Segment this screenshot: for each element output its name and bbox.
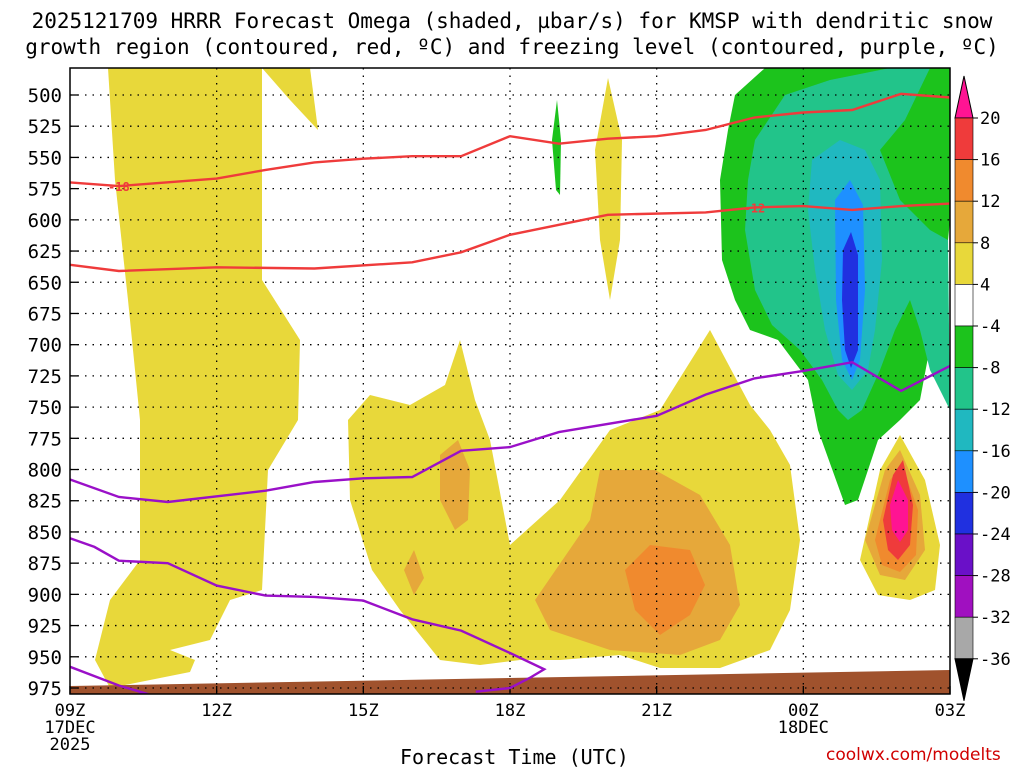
colorbar-swatch bbox=[954, 284, 974, 327]
colorbar-swatch bbox=[954, 159, 974, 202]
y-axis: 500 525 550 575 600 625 650 675 700 725 750 775 800 8… bbox=[28, 85, 62, 700]
y-tick-label: 700 bbox=[28, 335, 62, 357]
colorbar-label: -12 bbox=[980, 400, 1011, 420]
colorbar-label: -20 bbox=[980, 483, 1011, 503]
contours: -18 -12 bbox=[70, 92, 950, 694]
x-tick-label: 15Z bbox=[348, 701, 379, 721]
colorbar: 20 16 12 8 4 -4 -8 -12 -16 -20 -24 -28 -32 -36 bbox=[954, 75, 1011, 701]
colorbar-swatch bbox=[954, 367, 974, 410]
contour-label: -18 bbox=[108, 180, 130, 194]
omega-positive-region bbox=[625, 545, 705, 635]
y-tick-label: 550 bbox=[28, 147, 62, 169]
x-tick-label: 21Z bbox=[641, 701, 672, 721]
colorbar-label: 4 bbox=[980, 275, 990, 295]
y-tick-label: 850 bbox=[28, 522, 62, 544]
y-tick-label: 925 bbox=[28, 616, 62, 638]
title-line-1: 2025121709 HRRR Forecast Omega (shaded, … bbox=[31, 9, 993, 33]
colorbar-swatch bbox=[954, 325, 974, 368]
chart-title: 2025121709 HRRR Forecast Omega (shaded, … bbox=[0, 8, 1024, 60]
colorbar-swatch bbox=[954, 200, 974, 244]
y-tick-label: 825 bbox=[28, 491, 62, 513]
colorbar-label: 12 bbox=[980, 192, 1000, 212]
y-tick-label: 675 bbox=[28, 303, 62, 325]
omega-negative-region bbox=[842, 232, 858, 368]
x-tick-label: 17DEC bbox=[44, 718, 95, 738]
title-line-2: growth region (contoured, red, ºC) and f… bbox=[25, 35, 999, 59]
colorbar-label: -28 bbox=[980, 567, 1011, 587]
freezing-level-line bbox=[70, 360, 950, 504]
colorbar-label: -24 bbox=[980, 525, 1011, 545]
dgz-contour-line bbox=[70, 202, 950, 273]
freezing-level-line bbox=[70, 665, 149, 694]
y-tick-label: 800 bbox=[28, 460, 62, 482]
colorbar-swatch bbox=[954, 242, 974, 285]
colorbar-label: 8 bbox=[980, 234, 990, 254]
y-tick-label: 650 bbox=[28, 272, 62, 294]
colorbar-swatch bbox=[954, 616, 974, 660]
x-tick-label: 18DEC bbox=[778, 718, 829, 738]
y-tick-label: 875 bbox=[28, 553, 62, 575]
x-tick-label: 2025 bbox=[50, 735, 91, 755]
omega-positive-region bbox=[262, 68, 318, 130]
colorbar-swatch bbox=[954, 75, 974, 119]
y-tick-label: 575 bbox=[28, 179, 62, 201]
omega-positive-region bbox=[890, 480, 908, 542]
y-tick-label: 625 bbox=[28, 241, 62, 263]
colorbar-label: 16 bbox=[980, 151, 1000, 171]
omega-positive-region bbox=[440, 440, 470, 530]
omega-positive-region bbox=[404, 550, 424, 595]
colorbar-label: -4 bbox=[980, 317, 1000, 337]
y-tick-label: 600 bbox=[28, 210, 62, 232]
x-tick-label: 00Z bbox=[788, 701, 819, 721]
x-tick-label: 03Z bbox=[935, 701, 966, 721]
contour-label: -12 bbox=[744, 201, 766, 215]
colorbar-swatch bbox=[954, 575, 974, 618]
credit-link[interactable]: coolwx.com/modelts bbox=[826, 745, 1001, 765]
omega-positive-region bbox=[595, 78, 622, 300]
colorbar-label: -32 bbox=[980, 608, 1011, 628]
y-tick-label: 725 bbox=[28, 366, 62, 388]
y-tick-label: 775 bbox=[28, 428, 62, 450]
omega-shading bbox=[70, 68, 950, 694]
colorbar-swatch bbox=[954, 117, 974, 160]
dgz-contour-line bbox=[70, 92, 950, 188]
y-tick-label: 525 bbox=[28, 116, 62, 138]
colorbar-label: -16 bbox=[980, 442, 1011, 462]
x-axis-label: Forecast Time (UTC) bbox=[400, 745, 629, 769]
colorbar-swatch bbox=[954, 450, 974, 493]
x-tick-label: 09Z bbox=[55, 701, 86, 721]
y-tick-label: 500 bbox=[28, 85, 62, 107]
colorbar-label: 20 bbox=[980, 109, 1000, 129]
y-tick-label: 900 bbox=[28, 584, 62, 606]
freezing-level-line bbox=[70, 537, 547, 693]
omega-positive-region bbox=[95, 68, 300, 688]
colorbar-swatch bbox=[954, 658, 974, 701]
colorbar-swatch bbox=[954, 492, 974, 535]
x-tick-label: 12Z bbox=[201, 701, 232, 721]
colorbar-label: -36 bbox=[980, 650, 1011, 670]
plot-frame bbox=[69, 67, 951, 695]
colorbar-swatch bbox=[954, 408, 974, 452]
y-tick-label: 975 bbox=[28, 678, 62, 700]
omega-negative-region bbox=[552, 100, 561, 195]
colorbar-label: -8 bbox=[980, 359, 1000, 379]
y-tick-label: 950 bbox=[28, 647, 62, 669]
y-tick-label: 750 bbox=[28, 397, 62, 419]
colorbar-swatch bbox=[954, 533, 974, 576]
x-tick-label: 18Z bbox=[495, 701, 526, 721]
